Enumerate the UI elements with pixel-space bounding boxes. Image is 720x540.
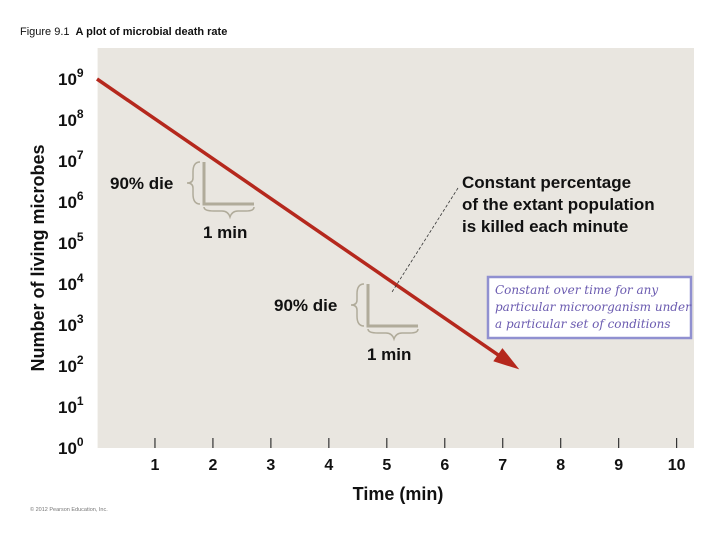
brace-1-vertical: [186, 161, 201, 205]
series-arrowhead: [493, 348, 520, 370]
y-tick-label: 105: [58, 230, 84, 253]
y-tick-label: 109: [58, 66, 84, 89]
y-tick-exponent: 7: [77, 148, 84, 162]
note-line: Constant over time for any: [495, 283, 658, 297]
brace-1-horizontal: [203, 206, 255, 220]
y-tick-exponent: 6: [77, 189, 84, 203]
die-label-1: 90% die: [110, 174, 173, 193]
y-tick-base: 10: [58, 398, 77, 417]
callout-line: of the extant population: [462, 195, 655, 214]
brace-2-vertical: [350, 283, 365, 327]
y-tick-base: 10: [58, 152, 77, 171]
x-axis-label: Time (min): [353, 484, 444, 504]
note-line: a particular set of conditions: [495, 317, 671, 331]
y-tick-base: 10: [58, 357, 77, 376]
y-tick-base: 10: [58, 70, 77, 89]
y-tick-label: 100: [58, 435, 84, 458]
x-tick-label: 10: [668, 457, 686, 474]
y-tick-base: 10: [58, 193, 77, 212]
y-tick-label: 106: [58, 189, 84, 212]
y-tick-label: 102: [58, 353, 84, 376]
y-tick-label: 104: [58, 271, 84, 294]
y-tick-exponent: 5: [77, 230, 84, 244]
x-tick-label: 7: [498, 457, 507, 474]
x-tick-label: 6: [440, 457, 449, 474]
series-line: [96, 77, 516, 368]
callout-text: Constant percentage of the extant popula…: [462, 173, 659, 236]
min-label-1: 1 min: [203, 223, 247, 242]
callout-line: is killed each minute: [462, 217, 628, 236]
y-tick-exponent: 8: [77, 107, 84, 121]
y-tick-label: 103: [58, 312, 84, 335]
y-tick-label: 108: [58, 107, 84, 130]
x-tick-label: 8: [556, 457, 565, 474]
x-tick-label: 2: [208, 457, 217, 474]
x-tick-label: 1: [151, 457, 160, 474]
y-tick-label: 101: [58, 394, 84, 417]
y-tick-base: 10: [58, 234, 77, 253]
plot-area: [97, 48, 694, 448]
bracket-2: [350, 283, 419, 342]
y-tick-label: 107: [58, 148, 84, 171]
figure-number: Figure 9.1: [20, 26, 70, 38]
callout-leader-line: [391, 187, 459, 293]
y-tick-exponent: 3: [77, 312, 84, 326]
bracket-1-corner: [202, 162, 254, 206]
brace-2-horizontal: [367, 328, 419, 342]
x-ticks: 1 2 3 4 5 6 7 8 9 10: [151, 438, 686, 474]
callout-line: Constant percentage: [462, 173, 631, 192]
y-tick-exponent: 2: [77, 353, 84, 367]
copyright-notice: © 2012 Pearson Education, Inc.: [30, 507, 108, 513]
x-tick-label: 4: [324, 457, 333, 474]
note-box: [486, 275, 693, 340]
x-tick-label: 9: [614, 457, 623, 474]
figure-title: Figure 9.1 A plot of microbial death rate: [20, 26, 227, 38]
y-tick-base: 10: [58, 316, 77, 335]
y-tick-base: 10: [58, 111, 77, 130]
figure-name: A plot of microbial death rate: [75, 26, 228, 38]
y-axis-label: Number of living microbes: [28, 144, 48, 371]
bracket-1: [186, 161, 255, 220]
die-label-2: 90% die: [274, 296, 337, 315]
x-tick-label: 5: [382, 457, 391, 474]
note-text: Constant over time for any particular mi…: [495, 283, 695, 331]
series-group: [96, 77, 520, 370]
x-tick-label: 3: [266, 457, 275, 474]
min-label-2: 1 min: [367, 345, 411, 364]
y-tick-exponent: 4: [77, 271, 84, 285]
bracket-2-corner: [366, 284, 418, 328]
y-tick-exponent: 9: [77, 66, 84, 80]
y-tick-exponent: 1: [77, 394, 84, 408]
note-line: particular microorganism under: [495, 300, 692, 314]
y-tick-base: 10: [58, 275, 77, 294]
y-tick-exponent: 0: [77, 435, 84, 449]
y-tick-base: 10: [58, 439, 77, 458]
